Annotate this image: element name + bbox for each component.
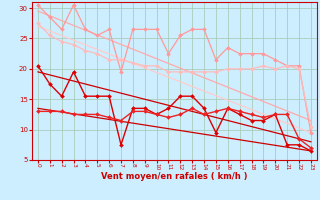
X-axis label: Vent moyen/en rafales ( km/h ): Vent moyen/en rafales ( km/h ) [101, 172, 248, 181]
